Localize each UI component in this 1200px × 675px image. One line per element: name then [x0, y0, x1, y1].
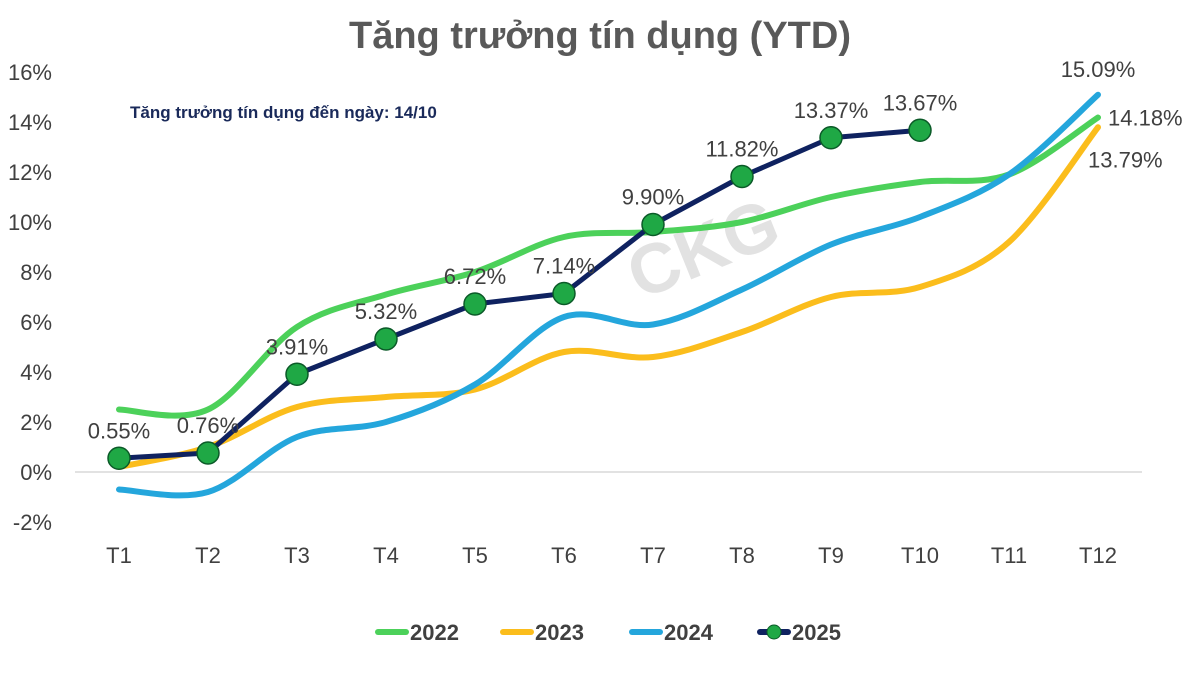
- data-label-2024: 15.09%: [1061, 57, 1136, 82]
- data-point-2025: [552, 281, 576, 306]
- data-label-2022: 14.18%: [1108, 106, 1183, 131]
- chart-title: Tăng trưởng tín dụng (YTD): [349, 15, 851, 57]
- x-tick-label: T4: [373, 543, 399, 568]
- y-tick-label: 16%: [8, 60, 52, 85]
- data-label-2025: 6.72%: [444, 264, 506, 289]
- y-tick-label: 4%: [20, 360, 52, 385]
- data-point-2025: [819, 126, 843, 150]
- data-label-2025: 13.37%: [794, 98, 869, 123]
- x-tick-label: T1: [106, 543, 132, 568]
- data-label-2023: 13.79%: [1088, 147, 1163, 172]
- x-tick-label: T9: [818, 543, 844, 568]
- x-tick-label: T5: [462, 543, 488, 568]
- y-tick-label: 0%: [20, 460, 52, 485]
- data-point-2025: [285, 362, 309, 386]
- data-point-2025: [196, 441, 220, 465]
- y-tick-label: -2%: [13, 510, 52, 535]
- data-point-2025: [908, 118, 932, 142]
- data-label-2025: 11.82%: [706, 137, 779, 162]
- data-point-2025: [463, 292, 487, 316]
- legend-label-2023: 2023: [535, 620, 584, 645]
- legend-marker-icon: [766, 624, 782, 640]
- x-tick-label: T12: [1079, 543, 1117, 568]
- data-label-2025: 7.14%: [533, 254, 595, 279]
- x-tick-label: T8: [729, 543, 755, 568]
- series-line-2024: [116, 91, 1101, 499]
- x-tick-label: T7: [640, 543, 666, 568]
- data-label-2025: 5.32%: [355, 299, 417, 324]
- data-point-2025: [641, 212, 665, 237]
- y-tick-label: 12%: [8, 160, 52, 185]
- series-line-2025: [116, 127, 923, 461]
- data-point-2025: [730, 164, 754, 189]
- data-label-2025: 0.76%: [177, 413, 239, 438]
- legend-label-2022: 2022: [410, 620, 459, 645]
- legend-label-2024: 2024: [664, 620, 714, 645]
- legend-label-2025: 2025: [792, 620, 841, 645]
- x-tick-label: T11: [991, 543, 1027, 568]
- data-point-2025: [374, 327, 398, 351]
- data-label-2025: 13.67%: [883, 90, 958, 115]
- chart-annotation: Tăng trưởng tín dụng đến ngày: 14/10: [130, 103, 437, 122]
- x-tick-label: T3: [284, 543, 310, 568]
- x-tick-label: T2: [195, 543, 221, 568]
- series-line-2023: [116, 124, 1101, 470]
- series-line-2022: [116, 114, 1101, 419]
- x-tick-label: T6: [551, 543, 577, 568]
- x-tick-label: T10: [901, 543, 939, 568]
- y-tick-label: 14%: [8, 110, 52, 135]
- y-tick-label: 8%: [20, 260, 52, 285]
- y-tick-label: 10%: [8, 210, 52, 235]
- y-tick-label: 6%: [20, 310, 52, 335]
- data-label-2025: 3.91%: [266, 334, 328, 359]
- data-point-2025: [107, 446, 131, 470]
- data-label-2025: 9.90%: [622, 185, 684, 210]
- y-tick-label: 2%: [20, 410, 52, 435]
- data-label-2025: 0.55%: [88, 418, 150, 443]
